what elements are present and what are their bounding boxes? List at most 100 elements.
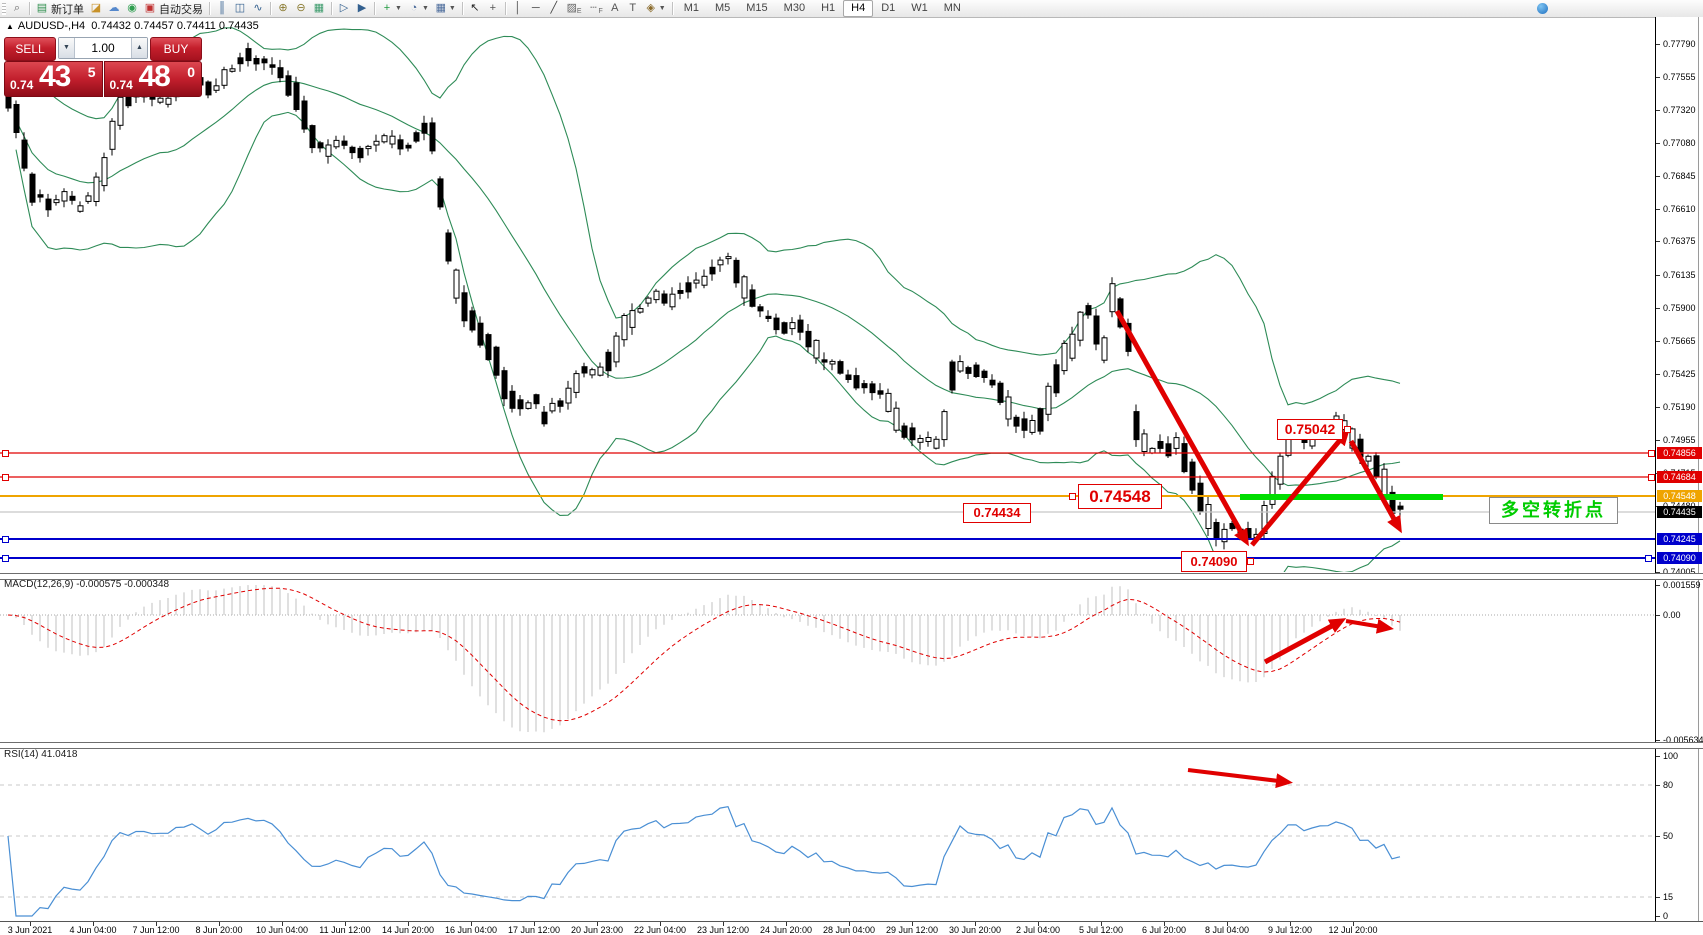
timeframe-button-h4[interactable]: H4 xyxy=(843,0,874,17)
profile-icon[interactable]: ▷ xyxy=(335,1,353,16)
time-axis[interactable]: 3 Jun 2021 4 Jun 04:00 7 Jun 12:00 8 Jun 20… xyxy=(0,921,1703,935)
sell-button[interactable]: SELL xyxy=(4,37,56,61)
zoom-in-icon[interactable]: ⊕ xyxy=(274,1,292,16)
object-anchor[interactable] xyxy=(1069,493,1076,500)
price-tick xyxy=(1656,110,1660,111)
line-anchor[interactable] xyxy=(2,450,9,457)
macd-arrow-up[interactable] xyxy=(1263,618,1347,665)
time-label: 6 Jul 20:00 xyxy=(1141,925,1187,935)
new-order-icon-label: 新订单 xyxy=(51,3,84,16)
signal-icon[interactable]: ◉ xyxy=(123,1,141,16)
candle-chart-icon[interactable]: ◫ xyxy=(231,1,249,16)
sell-price-display[interactable]: 0.74 43 5 xyxy=(4,60,103,97)
price-tag-0.74434[interactable]: 0.74434 xyxy=(963,503,1031,523)
cloud-icon[interactable]: ☁ xyxy=(105,1,123,16)
price-tick-label: 0.74955 xyxy=(1663,435,1696,445)
price-tick xyxy=(1656,341,1660,342)
time-tick xyxy=(534,922,535,926)
price-axis[interactable]: 0.77790 0.77555 0.77320 0.77080 0.76845 0.766… xyxy=(1655,17,1703,921)
fibonacci-icon[interactable]: ┄ F xyxy=(584,1,605,16)
price-tag-0.75042[interactable]: 0.75042 xyxy=(1277,419,1343,440)
line-anchor[interactable] xyxy=(1645,555,1652,562)
line-anchor[interactable] xyxy=(2,536,9,543)
price-tick xyxy=(1656,176,1660,177)
timeframe-button-m15[interactable]: M15 xyxy=(746,2,768,14)
macd-arrow-flat[interactable] xyxy=(1345,618,1394,634)
timeframe-button-m30[interactable]: M30 xyxy=(783,2,806,14)
volume-decrease-button[interactable]: ▼ xyxy=(59,38,75,58)
rsi-scale-label: 15 xyxy=(1663,892,1674,902)
dropdown-arrow-icon[interactable]: ▼ xyxy=(395,5,402,12)
line-anchor[interactable] xyxy=(1648,474,1655,481)
price-tag-0.74090[interactable]: 0.74090 xyxy=(1181,551,1247,572)
trend-arrow-down-2[interactable] xyxy=(1348,439,1402,534)
price-tick-label: 0.77320 xyxy=(1663,105,1696,115)
price-tag-0.74548[interactable]: 0.74548 xyxy=(1078,484,1162,509)
dropdown-arrow-icon[interactable]: ▼ xyxy=(448,5,456,12)
timeframe-button-w1[interactable]: W1 xyxy=(911,2,928,14)
trend-arrow-up[interactable] xyxy=(1250,428,1350,547)
trendline-icon[interactable]: ╱ xyxy=(545,1,563,16)
line-anchor[interactable] xyxy=(1648,450,1655,457)
buy-price-display[interactable]: 0.74 48 0 xyxy=(103,60,202,97)
time-tick xyxy=(1101,922,1102,926)
timeframe-button-h1[interactable]: H1 xyxy=(821,2,836,14)
new-order-icon[interactable]: ▤ 新订单 xyxy=(33,1,87,16)
timeframe-button-m5[interactable]: M5 xyxy=(714,2,731,14)
collapse-panel-icon[interactable]: ▲ xyxy=(6,22,14,31)
object-anchor[interactable] xyxy=(1247,558,1254,565)
zoom-out-icon[interactable]: ⊖ xyxy=(292,1,310,16)
rsi-panel-separator[interactable] xyxy=(0,742,1703,749)
rsi-arrow[interactable] xyxy=(1187,768,1293,789)
crosshair-icon[interactable]: + xyxy=(484,1,502,16)
text-icon[interactable]: A xyxy=(606,1,624,16)
autotrading-icon-label: 自动交易 xyxy=(159,3,203,16)
bar-chart-icon[interactable]: ║ xyxy=(213,1,231,16)
channel-icon[interactable]: ▨ E xyxy=(566,2,582,15)
community-icon[interactable] xyxy=(1537,3,1548,14)
toolbar-grip[interactable] xyxy=(2,2,6,15)
autotrading-icon[interactable]: ▣ 自动交易 xyxy=(141,1,206,16)
timeframe-button-m1[interactable]: M1 xyxy=(683,2,699,14)
trend-arrow-down-1[interactable] xyxy=(1114,309,1249,547)
volume-input[interactable]: 1.00 xyxy=(91,41,115,55)
strategy-tester-icon[interactable]: ▶ xyxy=(353,1,371,16)
vertical-line-icon[interactable]: │ xyxy=(509,1,527,16)
dropdown-arrow-icon[interactable]: ▼ xyxy=(658,5,666,12)
channel-icon: ▨ xyxy=(566,2,578,14)
time-label: 14 Jun 20:00 xyxy=(381,925,435,935)
price-tick-label: 0.75900 xyxy=(1663,303,1696,313)
macd-scale-label: 0.00 xyxy=(1663,610,1681,620)
price-tick xyxy=(1656,374,1660,375)
macd-signal-line xyxy=(7,587,1401,722)
timeframe-button-mn[interactable]: MN xyxy=(943,2,961,14)
volume-increase-button[interactable]: ▲ xyxy=(131,38,147,58)
note-text-box[interactable]: 多空转折点 xyxy=(1489,497,1618,524)
price-tick xyxy=(1656,209,1660,210)
time-tick xyxy=(30,922,31,926)
line-anchor[interactable] xyxy=(2,555,9,562)
cursor-icon[interactable]: ↖ xyxy=(466,1,484,16)
chart-style-icon[interactable]: ◪ xyxy=(87,1,105,16)
text-label-icon[interactable]: T xyxy=(624,1,642,16)
dropdown-arrow-icon[interactable]: ▼ xyxy=(421,5,429,12)
chart-open-icon[interactable]: ⌕ xyxy=(8,1,26,16)
cloud-icon: ☁ xyxy=(108,2,120,14)
line-anchor[interactable] xyxy=(2,474,9,481)
price-tick-label: 0.75190 xyxy=(1663,402,1696,412)
indicators-icon[interactable]: + ▼ xyxy=(378,1,405,16)
line-chart-icon[interactable]: ∿ xyxy=(249,1,267,16)
time-label: 12 Jul 20:00 xyxy=(1328,925,1378,935)
zoom-in-icon: ⊕ xyxy=(278,2,288,14)
timeframe-button-d1[interactable]: D1 xyxy=(881,2,896,14)
tile-windows-icon[interactable]: ▦ xyxy=(310,1,328,16)
macd-panel-separator[interactable] xyxy=(0,573,1703,580)
buy-button[interactable]: BUY xyxy=(150,37,202,61)
templates-icon[interactable]: ▦ ▼ xyxy=(432,1,459,16)
periods-icon[interactable]: ◔ ▼ xyxy=(405,1,432,16)
horizontal-line-icon[interactable]: ─ xyxy=(527,1,545,16)
arrows-icon[interactable]: ◈ ▼ xyxy=(642,1,669,16)
green-support-segment[interactable] xyxy=(1240,494,1443,500)
object-anchor[interactable] xyxy=(1344,426,1351,433)
